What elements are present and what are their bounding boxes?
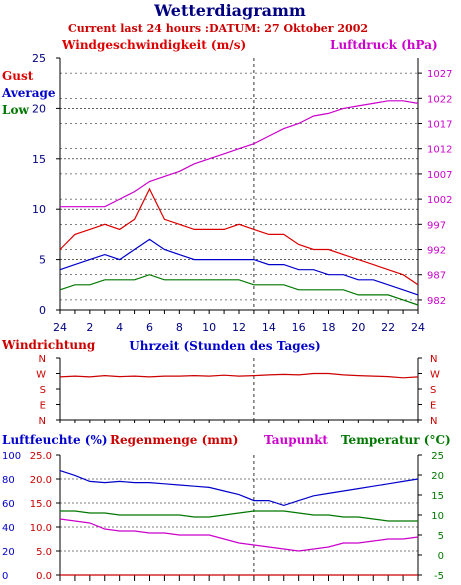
y-tick-label: N	[39, 354, 46, 365]
series-line-gust	[59, 187, 419, 286]
panel-title: Windrichtung	[1, 338, 96, 352]
humidity-tick-label: 80	[2, 475, 15, 486]
x-tick-label: 8	[176, 321, 183, 334]
y-tick-label: 15	[32, 153, 46, 166]
x-tick-label: 12	[232, 321, 246, 334]
humidity-label: Luftfeuchte (%)	[2, 433, 108, 447]
legend-entry: Average	[1, 86, 56, 100]
y-right-tick-label: 992	[427, 246, 446, 257]
temperature-tick-label: 10	[431, 511, 444, 522]
series-line-average	[59, 238, 419, 296]
legend-entry: Gust	[2, 69, 34, 83]
y-tick-label: 0	[39, 304, 46, 317]
series-line-temperatur	[60, 510, 418, 522]
temperature-tick-label: 25	[431, 451, 444, 462]
y-tick-label: N	[39, 416, 46, 427]
y-right-tick-label: 982	[427, 296, 446, 307]
series-line-taupunkt	[59, 518, 419, 552]
x-tick-label: 4	[116, 321, 123, 334]
y-right-tick-label: E	[430, 401, 436, 412]
rain-tick-label: 25.0	[30, 451, 52, 462]
temperature-label: Temperatur (°C)	[341, 433, 451, 447]
temperature-tick-label: 0	[438, 551, 444, 562]
y-right-tick-label: 987	[427, 271, 446, 282]
temperature-tick-label: 15	[431, 491, 444, 502]
right-axis-label: Luftdruck (hPa)	[330, 38, 438, 52]
rain-label: Regenmenge (mm)	[110, 433, 238, 447]
y-right-tick-label: 1007	[427, 170, 452, 181]
y-tick-label: 5	[39, 254, 46, 267]
y-right-tick-label: 1022	[427, 94, 452, 105]
x-tick-label: 22	[381, 321, 395, 334]
rain-tick-label: 5.0	[36, 547, 52, 558]
y-tick-label: 10	[32, 203, 46, 216]
y-tick-label: W	[36, 370, 46, 381]
series-line-luftfeuchte	[59, 470, 419, 507]
temperature-tick-label: 5	[438, 531, 444, 542]
humidity-temperature-panel: Luftfeuchte (%) Regenmenge (mm) Taupunkt Te…	[2, 433, 451, 582]
humidity-tick-label: 100	[2, 451, 21, 462]
temperature-tick-label: -5	[434, 571, 444, 582]
x-tick-label: 16	[292, 321, 306, 334]
y-tick-label: 20	[32, 102, 46, 115]
x-tick-label: 20	[351, 321, 365, 334]
humidity-tick-label: 40	[2, 523, 15, 534]
x-tick-label: 18	[322, 321, 336, 334]
series-line-windrichtung	[59, 372, 419, 379]
y-right-tick-label: 1012	[427, 145, 452, 156]
rain-tick-label: 20.0	[30, 475, 52, 486]
x-tick-label: 2	[86, 321, 93, 334]
y-right-tick-label: W	[430, 370, 440, 381]
legend-entry: Low	[2, 103, 29, 117]
x-tick-label: 10	[202, 321, 216, 334]
x-axis-label: Uhrzeit (Stunden des Tages)	[129, 339, 320, 353]
chart-subtitle: Current last 24 hours :DATUM: 27 Oktober…	[68, 22, 368, 35]
rain-tick-label: 10.0	[30, 523, 52, 534]
y-right-tick-label: 1002	[427, 195, 452, 206]
x-tick-label: 24	[53, 321, 67, 334]
humidity-tick-label: 0	[2, 571, 8, 582]
rain-tick-label: 15.0	[30, 499, 52, 510]
wind-pressure-panel: Windgeschwindigkeit (m/s) Luftdruck (hPa)…	[1, 38, 452, 353]
y-right-tick-label: N	[430, 354, 437, 365]
temperature-tick-label: 20	[431, 471, 444, 482]
y-tick-label: 25	[32, 52, 46, 65]
series-line-luftdruck	[60, 100, 419, 208]
x-tick-label: 24	[411, 321, 425, 334]
x-tick-label: 14	[262, 321, 276, 334]
series-line-low	[59, 274, 419, 306]
y-right-tick-label: 1027	[427, 69, 452, 80]
humidity-tick-label: 60	[2, 499, 15, 510]
chart-title: Wetterdiagramm	[153, 1, 306, 20]
y-right-tick-label: S	[430, 385, 436, 396]
y-right-tick-label: 1017	[427, 120, 452, 131]
x-tick-label: 6	[146, 321, 153, 334]
y-right-tick-label: N	[430, 416, 437, 427]
humidity-tick-label: 20	[2, 547, 15, 558]
y-right-tick-label: 997	[427, 220, 446, 231]
y-tick-label: E	[40, 401, 46, 412]
rain-tick-label: 0.0	[36, 571, 52, 582]
dewpoint-label: Taupunkt	[264, 433, 328, 447]
left-axis-label: Windgeschwindigkeit (m/s)	[61, 38, 246, 52]
y-tick-label: S	[40, 385, 46, 396]
